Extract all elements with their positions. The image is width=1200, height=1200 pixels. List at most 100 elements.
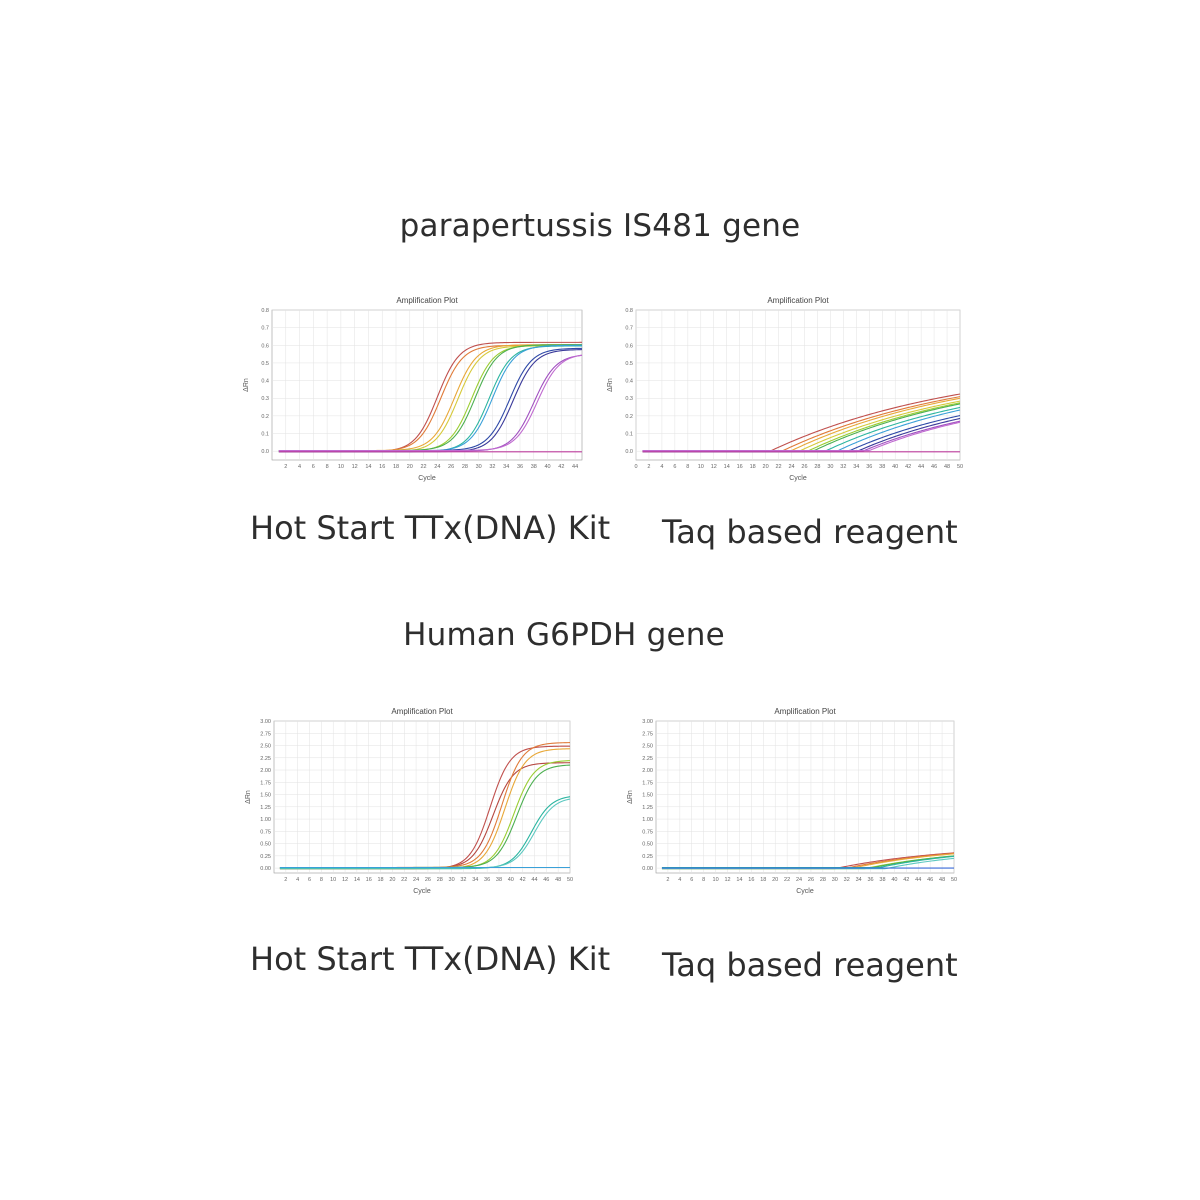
y-tick-label: 2.75 xyxy=(642,731,653,737)
x-tick-label: 20 xyxy=(407,464,413,470)
x-tick-label: 14 xyxy=(736,877,742,883)
x-tick-label: 20 xyxy=(772,877,778,883)
x-tick-label: 22 xyxy=(775,464,781,470)
y-tick-label: 2.50 xyxy=(642,744,653,750)
caption-hot-start-g6pdh: Hot Start TTx(DNA) Kit xyxy=(250,940,611,978)
y-tick-label: 0.2 xyxy=(261,414,269,420)
plot-area xyxy=(635,309,961,461)
x-tick-label: 12 xyxy=(724,877,730,883)
series-line xyxy=(642,420,961,452)
x-axis-label: Cycle xyxy=(413,888,431,895)
x-tick-label: 40 xyxy=(544,464,550,470)
series-line xyxy=(642,421,961,452)
x-tick-label: 32 xyxy=(840,464,846,470)
y-tick-label: 0.50 xyxy=(642,842,653,848)
chart-hot-start-g6pdh: Amplification Plot 2 4 6 8 10 12 14 16 18 20 22 24 26… xyxy=(240,703,578,905)
y-axis-label: ΔRn xyxy=(245,790,252,804)
x-tick-label: 50 xyxy=(957,464,963,470)
x-tick-label: 24 xyxy=(796,877,802,883)
x-tick-label: 46 xyxy=(931,464,937,470)
y-tick-label: 0.25 xyxy=(642,854,653,860)
x-tick-label: 28 xyxy=(820,877,826,883)
series-line xyxy=(661,857,955,870)
x-tick-label: 40 xyxy=(891,877,897,883)
x-tick-label: 44 xyxy=(915,877,921,883)
y-tick-label: 1.75 xyxy=(260,780,271,786)
x-tick-label: 36 xyxy=(866,464,872,470)
x-tick-label: 42 xyxy=(558,464,564,470)
section-title-is481: parapertussis IS481 gene xyxy=(399,208,801,244)
x-tick-label: 4 xyxy=(296,877,299,883)
x-tick-label: 38 xyxy=(496,877,502,883)
series-group xyxy=(661,852,955,870)
x-tick-label: 36 xyxy=(484,877,490,883)
y-tick-label: 0.1 xyxy=(625,432,633,438)
x-tick-label: 8 xyxy=(686,464,689,470)
y-axis-label: ΔRn xyxy=(243,378,250,392)
x-tick-label: 18 xyxy=(760,877,766,883)
x-tick-label: 30 xyxy=(476,464,482,470)
y-axis-label: ΔRn xyxy=(627,790,634,804)
y-tick-label: 0.5 xyxy=(625,361,633,367)
y-tick-label: 0.00 xyxy=(642,866,653,872)
x-tick-label: 42 xyxy=(905,464,911,470)
y-tick-label: 0.6 xyxy=(625,343,633,349)
plot-area xyxy=(655,720,955,874)
x-tick-label: 8 xyxy=(320,877,323,883)
x-tick-label: 2 xyxy=(666,877,669,883)
x-tick-label: 46 xyxy=(543,877,549,883)
x-tick-label: 22 xyxy=(784,877,790,883)
y-tick-label: 0.25 xyxy=(260,854,271,860)
y-tick-label: 0.4 xyxy=(625,379,633,385)
x-tick-label: 12 xyxy=(711,464,717,470)
plot-area xyxy=(273,720,571,874)
series-line xyxy=(278,354,583,452)
y-tick-label: 0.3 xyxy=(625,396,633,402)
series-group xyxy=(279,742,571,870)
y-tick-label: 2.75 xyxy=(260,731,271,737)
x-tick-label: 38 xyxy=(879,464,885,470)
y-tick-label: 0.8 xyxy=(625,308,633,314)
x-tick-label: 18 xyxy=(750,464,756,470)
y-tick-label: 1.25 xyxy=(642,805,653,811)
x-tick-label: 34 xyxy=(472,877,478,883)
y-tick-label: 0.6 xyxy=(261,343,269,349)
x-tick-label: 32 xyxy=(844,877,850,883)
chart-title: Amplification Plot xyxy=(767,296,829,305)
x-tick-label: 8 xyxy=(702,877,705,883)
y-tick-label: 2.00 xyxy=(642,768,653,774)
series-line xyxy=(279,798,571,869)
y-tick-label: 1.75 xyxy=(642,780,653,786)
series-line xyxy=(278,354,583,452)
series-group xyxy=(642,393,961,453)
x-tick-label: 32 xyxy=(460,877,466,883)
x-tick-label: 48 xyxy=(939,877,945,883)
x-tick-label: 36 xyxy=(867,877,873,883)
x-tick-label: 34 xyxy=(503,464,509,470)
x-tick-label: 0 xyxy=(634,464,637,470)
x-tick-label: 38 xyxy=(879,877,885,883)
chart-title: Amplification Plot xyxy=(391,707,453,716)
y-axis-label: ΔRn xyxy=(607,378,614,392)
y-tick-label: 1.00 xyxy=(260,817,271,823)
series-line xyxy=(279,796,571,870)
x-tick-label: 40 xyxy=(508,877,514,883)
series-group xyxy=(278,341,583,453)
x-tick-label: 14 xyxy=(354,877,360,883)
y-tick-label: 2.50 xyxy=(260,744,271,750)
x-tick-label: 32 xyxy=(489,464,495,470)
y-tick-label: 2.00 xyxy=(260,768,271,774)
y-tick-label: 0.1 xyxy=(261,432,269,438)
x-axis-label: Cycle xyxy=(418,475,436,482)
y-tick-label: 1.50 xyxy=(642,793,653,799)
x-tick-label: 18 xyxy=(393,464,399,470)
x-tick-label: 50 xyxy=(951,877,957,883)
y-tick-label: 0.75 xyxy=(642,829,653,835)
y-tick-label: 0.8 xyxy=(261,308,269,314)
x-tick-label: 14 xyxy=(365,464,371,470)
y-tick-label: 0.4 xyxy=(261,379,269,385)
chart-title: Amplification Plot xyxy=(396,296,458,305)
x-tick-label: 24 xyxy=(788,464,794,470)
y-tick-label: 0.7 xyxy=(625,326,633,332)
y-tick-label: 1.50 xyxy=(260,793,271,799)
